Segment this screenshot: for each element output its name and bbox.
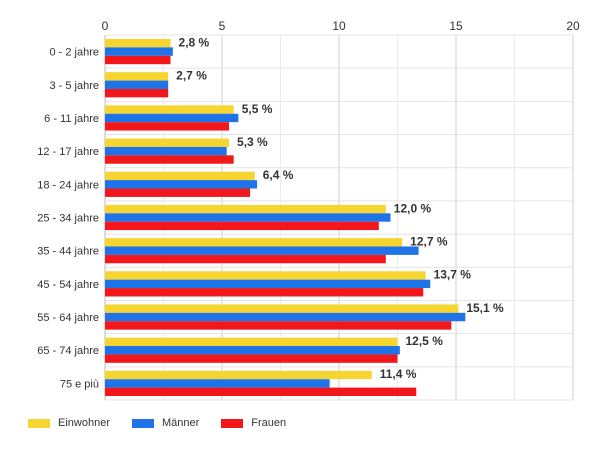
bar-einwohner <box>105 72 169 81</box>
data-label: 2,7 % <box>176 69 207 83</box>
bar-frauen <box>105 321 452 330</box>
data-label: 12,5 % <box>406 334 444 348</box>
legend-label: Männer <box>161 417 200 429</box>
category-label: 55 - 64 jahre <box>37 312 99 324</box>
x-tick-label: 5 <box>219 19 226 33</box>
bar-männer <box>105 246 419 255</box>
legend-item: Einwohner <box>28 417 110 429</box>
bar-männer <box>105 180 258 189</box>
category-label: 75 e più <box>60 378 99 390</box>
data-label: 12,7 % <box>410 234 448 248</box>
bar-einwohner <box>105 370 372 380</box>
category-label: 3 - 5 jahre <box>49 80 99 92</box>
bar-frauen <box>105 254 386 264</box>
legend-label: Einwohner <box>58 417 110 429</box>
bar-männer <box>105 279 431 289</box>
legend-swatch <box>131 418 154 428</box>
bar-männer <box>105 312 466 322</box>
bar-männer <box>105 80 169 89</box>
bar-männer <box>105 346 400 355</box>
bar-männer <box>105 47 173 56</box>
bar-einwohner <box>105 138 230 147</box>
x-tick-label: 15 <box>449 19 463 33</box>
bar-einwohner <box>105 304 459 313</box>
bar-einwohner <box>105 337 398 347</box>
bar-frauen <box>105 122 230 131</box>
data-label: 15,1 % <box>466 301 504 315</box>
category-label: 25 - 34 jahre <box>37 213 99 225</box>
category-label: 0 - 2 jahre <box>49 47 99 59</box>
category-label: 65 - 74 jahre <box>37 345 99 357</box>
bar-einwohner <box>105 171 255 181</box>
bar-frauen <box>105 188 251 197</box>
x-tick-label: 0 <box>102 19 109 33</box>
data-label: 5,3 % <box>237 135 268 149</box>
category-label: 12 - 17 jahre <box>37 146 99 158</box>
data-label: 5,5 % <box>242 102 273 116</box>
bar-frauen <box>105 221 379 231</box>
data-label: 2,8 % <box>179 35 210 49</box>
bar-einwohner <box>105 271 426 280</box>
bar-männer <box>105 213 391 222</box>
bar-einwohner <box>105 38 171 48</box>
legend-label: Frauen <box>251 417 287 429</box>
data-label: 11,4 % <box>380 367 417 381</box>
data-label: 12,0 % <box>394 201 432 215</box>
legend-item: Männer <box>131 417 200 429</box>
bar-frauen <box>105 55 171 65</box>
category-label: 6 - 11 jahre <box>44 113 99 125</box>
data-label: 13,7 % <box>434 268 472 282</box>
category-label: 45 - 54 jahre <box>37 279 99 291</box>
legend: Einwohner Männer Frauen <box>28 417 286 429</box>
bar-einwohner <box>105 204 386 214</box>
legend-item: Frauen <box>221 417 286 429</box>
bar-frauen <box>105 288 424 297</box>
data-label: 6,4 % <box>263 168 294 182</box>
x-tick-label: 10 <box>332 19 346 33</box>
bar-frauen <box>105 354 398 363</box>
bar-frauen <box>105 88 169 98</box>
bar-männer <box>105 146 227 156</box>
legend-swatch <box>221 418 244 428</box>
bar-einwohner <box>105 238 403 247</box>
bar-männer <box>105 379 330 388</box>
category-label: 18 - 24 jahre <box>37 179 99 191</box>
bar-männer <box>105 113 239 123</box>
x-tick-label: 20 <box>566 19 580 33</box>
bar-frauen <box>105 155 234 164</box>
legend-swatch <box>28 418 50 428</box>
bar-frauen <box>105 387 417 397</box>
bar-einwohner <box>105 105 234 114</box>
category-label: 35 - 44 jahre <box>37 246 99 258</box>
